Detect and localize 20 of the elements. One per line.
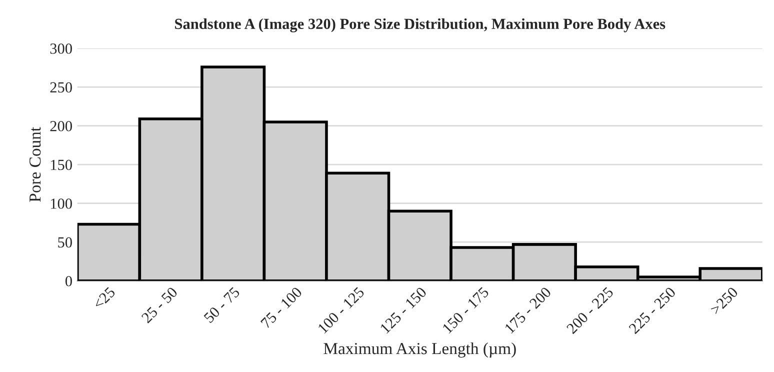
x-tick-label: 100 - 125 (317, 286, 365, 334)
y-axis-title: Pore Count (29, 126, 41, 202)
x-tick-label: 225 - 250 (628, 286, 676, 334)
y-tick-label: 250 (50, 82, 72, 93)
x-axis-title: Maximum Axis Length (µm) (324, 342, 516, 358)
y-tick-label: 100 (50, 198, 72, 209)
x-tick-label: 75 - 100 (260, 286, 303, 329)
x-tick-label: <25 (92, 286, 116, 310)
y-tick-label: 300 (50, 44, 72, 54)
x-tick-label: 150 - 175 (442, 286, 490, 334)
y-tick-label: 0 (65, 276, 72, 286)
y-tick-label: 50 (58, 237, 72, 248)
x-tick-label: 175 - 200 (504, 286, 552, 334)
x-tick-label: 125 - 150 (380, 286, 428, 334)
x-tick-label: 200 - 225 (566, 286, 614, 334)
x-tick-label: 50 - 75 (203, 286, 240, 324)
y-tick-label: 200 (50, 121, 72, 132)
x-tick-label: 25 - 50 (140, 286, 178, 324)
y-tick-label: 150 (50, 160, 72, 170)
chart-title: Sandstone A (Image 320) Pore Size Distribution, Maximum Pore Body Axes (175, 18, 666, 32)
